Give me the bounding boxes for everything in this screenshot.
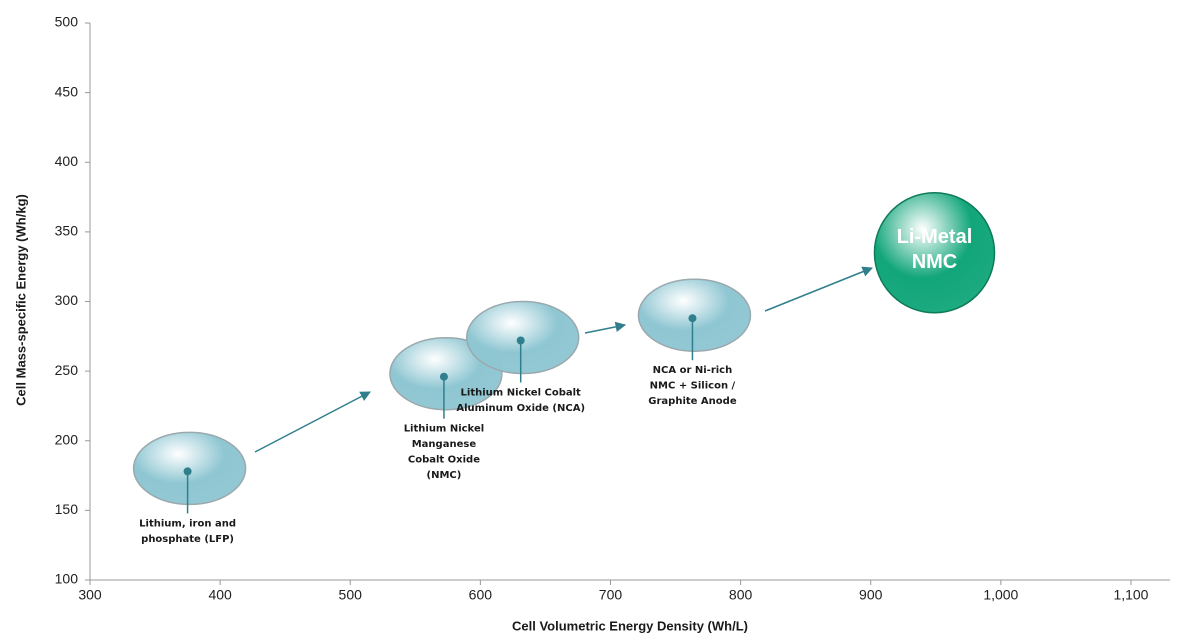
x-tick-label: 800 xyxy=(729,587,753,603)
x-tick-label: 600 xyxy=(469,587,493,603)
point-label: (NMC) xyxy=(427,470,462,481)
y-tick-label: 450 xyxy=(55,83,79,99)
x-tick-label: 900 xyxy=(859,587,883,603)
point-dot xyxy=(688,314,697,323)
point-label: Graphite Anode xyxy=(648,396,737,407)
y-axis-title: Cell Mass-specific Energy (Wh/kg) xyxy=(13,194,28,406)
point-label: Lithium Nickel xyxy=(404,424,484,435)
bubble xyxy=(873,192,996,314)
x-axis-title: Cell Volumetric Energy Density (Wh/L) xyxy=(512,618,748,633)
y-tick-label: 150 xyxy=(55,501,79,517)
y-tick-label: 350 xyxy=(55,223,79,239)
y-tick-label: 400 xyxy=(55,153,79,169)
point-label: Lithium Nickel Cobalt xyxy=(461,387,581,398)
arrows xyxy=(254,266,873,453)
y-tick-label: 100 xyxy=(55,571,79,587)
point-label: Aluminum Oxide (NCA) xyxy=(456,403,585,414)
x-tick-label: 400 xyxy=(208,587,232,603)
x-tick-label: 1,100 xyxy=(1113,587,1148,603)
x-tick-label: 500 xyxy=(339,587,363,603)
x-tick-label: 700 xyxy=(599,587,623,603)
data-point: Li-Metal NMC xyxy=(873,192,996,314)
point-label: NMC + Silicon / xyxy=(650,381,736,392)
point-label: Manganese xyxy=(412,439,477,450)
data-point: Lithium, iron and phosphate (LFP) xyxy=(132,431,247,545)
data-point: NCA or Ni-rich NMC + Silicon / Graphite An… xyxy=(637,278,752,407)
data-point: Lithium Nickel Cobalt Aluminum Oxide (NCA… xyxy=(456,300,585,414)
y-tick-label: 300 xyxy=(55,292,79,308)
point-label: Lithium, iron and xyxy=(139,518,236,529)
point-label: NMC xyxy=(912,251,958,273)
arrow xyxy=(764,266,873,312)
x-tick-label: 300 xyxy=(78,587,102,603)
point-dot xyxy=(516,336,525,345)
point-label: NCA or Ni-rich xyxy=(653,365,733,376)
y-tick-label: 200 xyxy=(55,431,79,447)
point-label: phosphate (LFP) xyxy=(141,534,234,545)
x-tick-label: 1,000 xyxy=(983,587,1018,603)
point-dot xyxy=(439,372,448,381)
arrow xyxy=(584,321,627,334)
y-tick-label: 250 xyxy=(55,362,79,378)
point-dot xyxy=(183,467,192,476)
point-label: Cobalt Oxide xyxy=(408,455,480,466)
arrow xyxy=(254,391,371,453)
y-tick-label: 500 xyxy=(55,14,79,30)
point-label: Li-Metal xyxy=(897,226,973,248)
